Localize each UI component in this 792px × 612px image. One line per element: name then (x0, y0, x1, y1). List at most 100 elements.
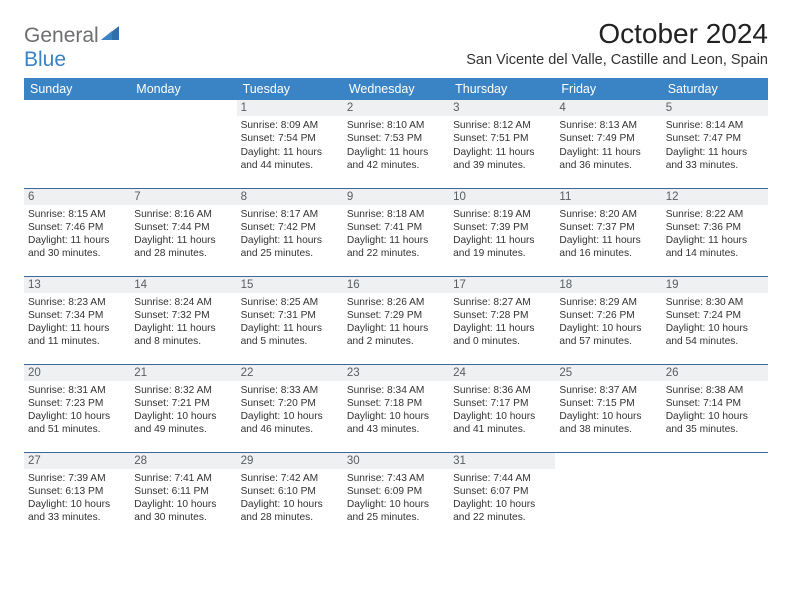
day-number: 21 (130, 365, 236, 381)
calendar-cell (130, 100, 236, 188)
day-number: 23 (343, 365, 449, 381)
detail-line: Daylight: 11 hours (453, 322, 551, 335)
detail-line: Sunrise: 8:25 AM (241, 296, 339, 309)
detail-line: and 28 minutes. (241, 511, 339, 524)
detail-line: Daylight: 11 hours (453, 146, 551, 159)
detail-line: Sunset: 7:28 PM (453, 309, 551, 322)
logo-text-blue: Blue (24, 48, 66, 71)
detail-line: Sunrise: 8:34 AM (347, 384, 445, 397)
detail-line: and 43 minutes. (347, 423, 445, 436)
day-details: Sunrise: 8:16 AMSunset: 7:44 PMDaylight:… (134, 208, 232, 261)
detail-line: and 36 minutes. (559, 159, 657, 172)
detail-line: Sunrise: 8:32 AM (134, 384, 232, 397)
detail-line: Sunset: 7:15 PM (559, 397, 657, 410)
day-number: 2 (343, 100, 449, 116)
day-details: Sunrise: 8:24 AMSunset: 7:32 PMDaylight:… (134, 296, 232, 349)
detail-line: and 46 minutes. (241, 423, 339, 436)
day-number: 27 (24, 453, 130, 469)
day-details: Sunrise: 7:42 AMSunset: 6:10 PMDaylight:… (241, 472, 339, 525)
day-details: Sunrise: 8:30 AMSunset: 7:24 PMDaylight:… (666, 296, 764, 349)
detail-line: Sunrise: 8:33 AM (241, 384, 339, 397)
detail-line: Sunset: 7:32 PM (134, 309, 232, 322)
detail-line: and 11 minutes. (28, 335, 126, 348)
calendar-cell: 18Sunrise: 8:29 AMSunset: 7:26 PMDayligh… (555, 276, 661, 364)
detail-line: Sunrise: 8:13 AM (559, 119, 657, 132)
detail-line: Sunset: 7:23 PM (28, 397, 126, 410)
detail-line: Sunset: 7:29 PM (347, 309, 445, 322)
calendar-cell: 28 Sunrise: 7:41 AMSunset: 6:11 PMDayligh… (130, 452, 236, 540)
detail-line: Sunset: 6:13 PM (28, 485, 126, 498)
detail-line: and 38 minutes. (559, 423, 657, 436)
day-details: Sunrise: 7:44 AMSunset: 6:07 PMDaylight:… (453, 472, 551, 525)
detail-line: Sunset: 7:34 PM (28, 309, 126, 322)
detail-line: Daylight: 10 hours (559, 322, 657, 335)
detail-line: Sunrise: 7:43 AM (347, 472, 445, 485)
detail-line: Sunset: 7:20 PM (241, 397, 339, 410)
day-number: 26 (662, 365, 768, 381)
detail-line: Daylight: 10 hours (453, 498, 551, 511)
day-number: 5 (662, 100, 768, 116)
detail-line: Daylight: 10 hours (134, 410, 232, 423)
logo: General Blue (24, 18, 123, 72)
calendar-cell: 17Sunrise: 8:27 AMSunset: 7:28 PMDayligh… (449, 276, 555, 364)
calendar-cell: 4Sunrise: 8:13 AMSunset: 7:49 PMDaylight… (555, 100, 661, 188)
detail-line: Sunset: 6:09 PM (347, 485, 445, 498)
day-details: Sunrise: 7:41 AMSunset: 6:11 PMDaylight:… (134, 472, 232, 525)
detail-line: Daylight: 11 hours (666, 146, 764, 159)
detail-line: Sunset: 7:37 PM (559, 221, 657, 234)
detail-line: Daylight: 10 hours (134, 498, 232, 511)
detail-line: Daylight: 10 hours (28, 410, 126, 423)
title-block: October 2024 San Vicente del Valle, Cast… (466, 18, 768, 68)
detail-line: Sunrise: 8:38 AM (666, 384, 764, 397)
calendar-cell: 5 Sunrise: 8:14 AMSunset: 7:47 PMDaylight… (662, 100, 768, 188)
calendar-cell (555, 452, 661, 540)
day-number: 28 (130, 453, 236, 469)
day-number: 13 (24, 277, 130, 293)
day-details: Sunrise: 7:43 AMSunset: 6:09 PMDaylight:… (347, 472, 445, 525)
detail-line: Sunrise: 7:44 AM (453, 472, 551, 485)
detail-line: and 44 minutes. (241, 159, 339, 172)
detail-line: and 54 minutes. (666, 335, 764, 348)
detail-line: and 51 minutes. (28, 423, 126, 436)
detail-line: Sunrise: 8:36 AM (453, 384, 551, 397)
calendar-cell (662, 452, 768, 540)
col-friday: Friday (555, 78, 661, 100)
detail-line: Daylight: 11 hours (559, 234, 657, 247)
calendar-cell: 15Sunrise: 8:25 AMSunset: 7:31 PMDayligh… (237, 276, 343, 364)
detail-line: Sunrise: 8:09 AM (241, 119, 339, 132)
detail-line: Sunset: 7:17 PM (453, 397, 551, 410)
detail-line: Sunset: 7:47 PM (666, 132, 764, 145)
detail-line: Sunset: 7:53 PM (347, 132, 445, 145)
day-details: Sunrise: 8:19 AMSunset: 7:39 PMDaylight:… (453, 208, 551, 261)
day-number: 9 (343, 189, 449, 205)
calendar-cell: 10Sunrise: 8:19 AMSunset: 7:39 PMDayligh… (449, 188, 555, 276)
day-details: Sunrise: 8:23 AMSunset: 7:34 PMDaylight:… (28, 296, 126, 349)
detail-line: Sunset: 6:07 PM (453, 485, 551, 498)
calendar-cell: 23 Sunrise: 8:34 AMSunset: 7:18 PMDayligh… (343, 364, 449, 452)
detail-line: Daylight: 10 hours (347, 498, 445, 511)
detail-line: Sunrise: 8:19 AM (453, 208, 551, 221)
detail-line: and 33 minutes. (28, 511, 126, 524)
day-details: Sunrise: 8:15 AMSunset: 7:46 PMDaylight:… (28, 208, 126, 261)
day-number: 30 (343, 453, 449, 469)
day-number: 18 (555, 277, 661, 293)
calendar-cell: 26Sunrise: 8:38 AMSunset: 7:14 PMDayligh… (662, 364, 768, 452)
day-details: Sunrise: 8:22 AMSunset: 7:36 PMDaylight:… (666, 208, 764, 261)
col-monday: Monday (130, 78, 236, 100)
day-number: 20 (24, 365, 130, 381)
detail-line: Sunset: 7:18 PM (347, 397, 445, 410)
detail-line: Sunset: 6:10 PM (241, 485, 339, 498)
day-details: Sunrise: 8:14 AMSunset: 7:47 PMDaylight:… (666, 119, 764, 172)
calendar-row: 20Sunrise: 8:31 AMSunset: 7:23 PMDayligh… (24, 364, 768, 452)
day-details: Sunrise: 8:27 AMSunset: 7:28 PMDaylight:… (453, 296, 551, 349)
detail-line: Daylight: 11 hours (453, 234, 551, 247)
detail-line: and 30 minutes. (28, 247, 126, 260)
detail-line: Sunset: 7:36 PM (666, 221, 764, 234)
day-details: Sunrise: 8:34 AMSunset: 7:18 PMDaylight:… (347, 384, 445, 437)
detail-line: Sunrise: 8:37 AM (559, 384, 657, 397)
detail-line: and 33 minutes. (666, 159, 764, 172)
detail-line: Sunset: 7:42 PM (241, 221, 339, 234)
calendar-cell: 1Sunrise: 8:09 AMSunset: 7:54 PMDaylight… (237, 100, 343, 188)
detail-line: Sunrise: 7:41 AM (134, 472, 232, 485)
day-number: 22 (237, 365, 343, 381)
